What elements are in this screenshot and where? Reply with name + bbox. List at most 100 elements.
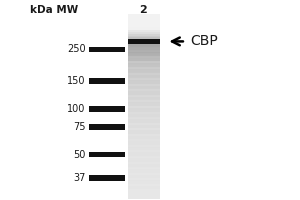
Bar <box>128 172 160 173</box>
Bar <box>128 76 160 77</box>
Bar <box>128 198 160 199</box>
Bar <box>128 163 160 165</box>
Bar <box>128 53 160 54</box>
Bar <box>128 28 160 29</box>
Bar <box>128 18 160 20</box>
Text: 37: 37 <box>74 173 86 183</box>
Bar <box>128 61 160 62</box>
Bar <box>128 152 160 156</box>
Bar <box>128 175 160 176</box>
Bar <box>128 152 160 154</box>
Bar <box>128 109 160 110</box>
Bar <box>128 169 160 171</box>
Bar <box>128 128 160 129</box>
Bar <box>128 192 160 193</box>
Bar <box>128 32 160 34</box>
Text: 50: 50 <box>74 150 86 160</box>
Bar <box>128 121 160 122</box>
Bar <box>128 158 160 162</box>
Bar <box>128 24 160 26</box>
Bar <box>128 183 160 184</box>
Bar <box>128 29 160 30</box>
Bar <box>128 41 160 42</box>
Bar <box>128 112 160 113</box>
Bar <box>128 138 160 139</box>
Bar <box>128 69 160 73</box>
Bar <box>128 162 160 164</box>
Bar <box>128 154 160 156</box>
Bar <box>128 147 160 149</box>
Bar <box>128 118 160 119</box>
Bar <box>128 126 160 127</box>
Bar <box>128 89 160 90</box>
Bar <box>128 25 160 27</box>
Bar <box>128 125 160 128</box>
Text: kDa MW: kDa MW <box>30 5 79 15</box>
Bar <box>128 62 160 63</box>
Bar <box>128 182 160 183</box>
Bar <box>128 136 160 139</box>
Bar <box>128 185 160 186</box>
Bar <box>128 142 160 143</box>
Bar <box>128 82 160 83</box>
Bar <box>128 149 160 151</box>
Bar <box>128 166 160 168</box>
Bar <box>128 153 160 155</box>
Bar <box>128 136 160 137</box>
Bar <box>128 38 160 39</box>
Bar <box>128 181 160 182</box>
Bar <box>128 123 160 124</box>
Bar <box>128 22 160 24</box>
Bar <box>128 52 160 53</box>
Bar <box>128 165 160 167</box>
Bar <box>89 152 124 157</box>
Bar <box>128 130 160 134</box>
Bar <box>128 72 160 73</box>
Bar <box>128 58 160 61</box>
Bar <box>128 97 160 100</box>
Bar <box>128 32 160 33</box>
Bar <box>128 117 160 118</box>
Bar <box>128 170 160 171</box>
Bar <box>128 171 160 172</box>
Bar <box>128 81 160 82</box>
Bar <box>128 150 160 152</box>
Bar <box>128 91 160 92</box>
Bar <box>128 39 160 44</box>
Bar <box>128 131 160 132</box>
Bar <box>128 141 160 145</box>
Bar <box>128 143 160 145</box>
Bar <box>128 98 160 99</box>
Bar <box>128 101 160 102</box>
Bar <box>128 19 160 21</box>
Bar <box>128 42 160 43</box>
Bar <box>128 197 160 198</box>
Bar <box>128 79 160 80</box>
Text: 250: 250 <box>67 44 86 54</box>
Bar <box>128 21 160 23</box>
Text: 100: 100 <box>68 104 86 114</box>
Bar <box>128 44 160 45</box>
Bar <box>128 75 160 76</box>
Bar <box>128 59 160 60</box>
Bar <box>128 23 160 25</box>
Bar <box>128 159 160 161</box>
Bar <box>128 67 160 68</box>
Bar <box>128 45 160 46</box>
Bar <box>128 145 160 147</box>
Bar <box>128 47 160 50</box>
Bar <box>128 178 160 179</box>
Bar <box>128 20 160 22</box>
Bar <box>128 130 160 131</box>
Bar <box>128 155 160 157</box>
Bar <box>128 34 160 36</box>
Bar <box>128 55 160 56</box>
Bar <box>128 174 160 175</box>
Bar <box>128 190 160 191</box>
Bar <box>128 196 160 197</box>
Bar <box>128 80 160 81</box>
Bar <box>128 180 160 181</box>
Bar <box>128 73 160 74</box>
Bar <box>128 50 160 51</box>
Bar <box>128 135 160 136</box>
